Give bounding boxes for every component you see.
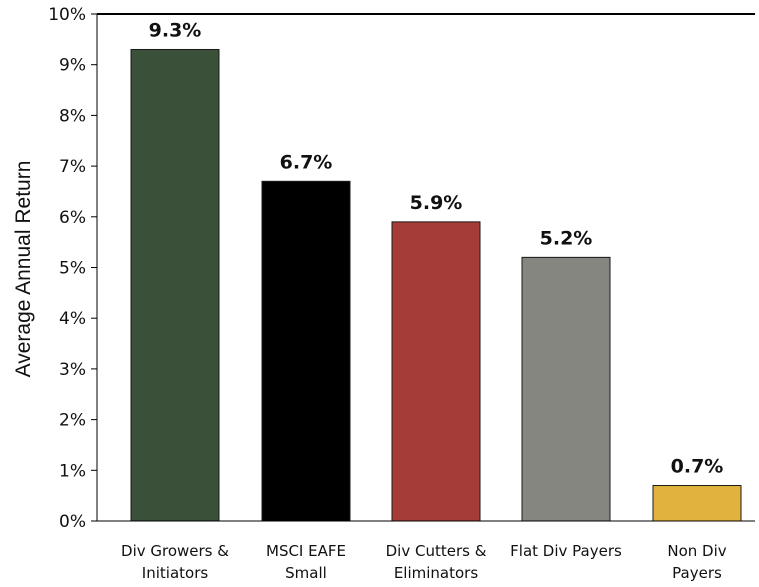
category-label: Non Div <box>667 542 726 560</box>
data-labels: 9.3% 6.7% 5.9% 5.2% 0.7% <box>149 19 724 477</box>
bar <box>391 221 481 522</box>
y-tick-label: 10% <box>48 5 86 25</box>
category-label: Div Cutters & <box>386 542 487 560</box>
x-axis-category-labels: Div Growers & Initiators MSCI EAFE Small Div… <box>121 542 727 582</box>
data-label: 9.3% <box>149 19 202 41</box>
y-tick-label: 6% <box>59 208 86 228</box>
y-tick-label: 2% <box>59 411 86 431</box>
y-tick-label: 9% <box>59 56 86 76</box>
category-label: Payers <box>672 564 722 582</box>
y-tick-label: 1% <box>59 461 86 481</box>
y-tick-label: 8% <box>59 106 86 126</box>
bar <box>521 256 611 522</box>
y-tick-label: 7% <box>59 157 86 177</box>
y-tick-label: 4% <box>59 309 86 329</box>
y-axis-title: Average Annual Return <box>12 161 35 378</box>
y-tick-label: 0% <box>59 512 86 532</box>
data-label: 5.2% <box>540 227 593 249</box>
axes <box>96 13 755 522</box>
bars <box>130 48 742 522</box>
data-label: 5.9% <box>410 192 463 214</box>
category-label: MSCI EAFE <box>266 542 346 560</box>
bar <box>652 485 742 522</box>
y-tick-label: 5% <box>59 259 86 279</box>
bar <box>261 180 351 522</box>
category-label: Small <box>285 564 327 582</box>
bar <box>130 48 220 522</box>
y-tick-label: 3% <box>59 360 86 380</box>
data-label: 0.7% <box>671 456 724 478</box>
category-label: Initiators <box>142 564 209 582</box>
category-label: Div Growers & <box>121 542 229 560</box>
y-axis-ticks: 0% 1% 2% 3% 4% 5% 6% 7% 8% 9% 10% <box>48 5 97 532</box>
data-label: 6.7% <box>280 151 333 173</box>
category-label: Eliminators <box>394 564 479 582</box>
category-label: Flat Div Payers <box>510 542 622 560</box>
